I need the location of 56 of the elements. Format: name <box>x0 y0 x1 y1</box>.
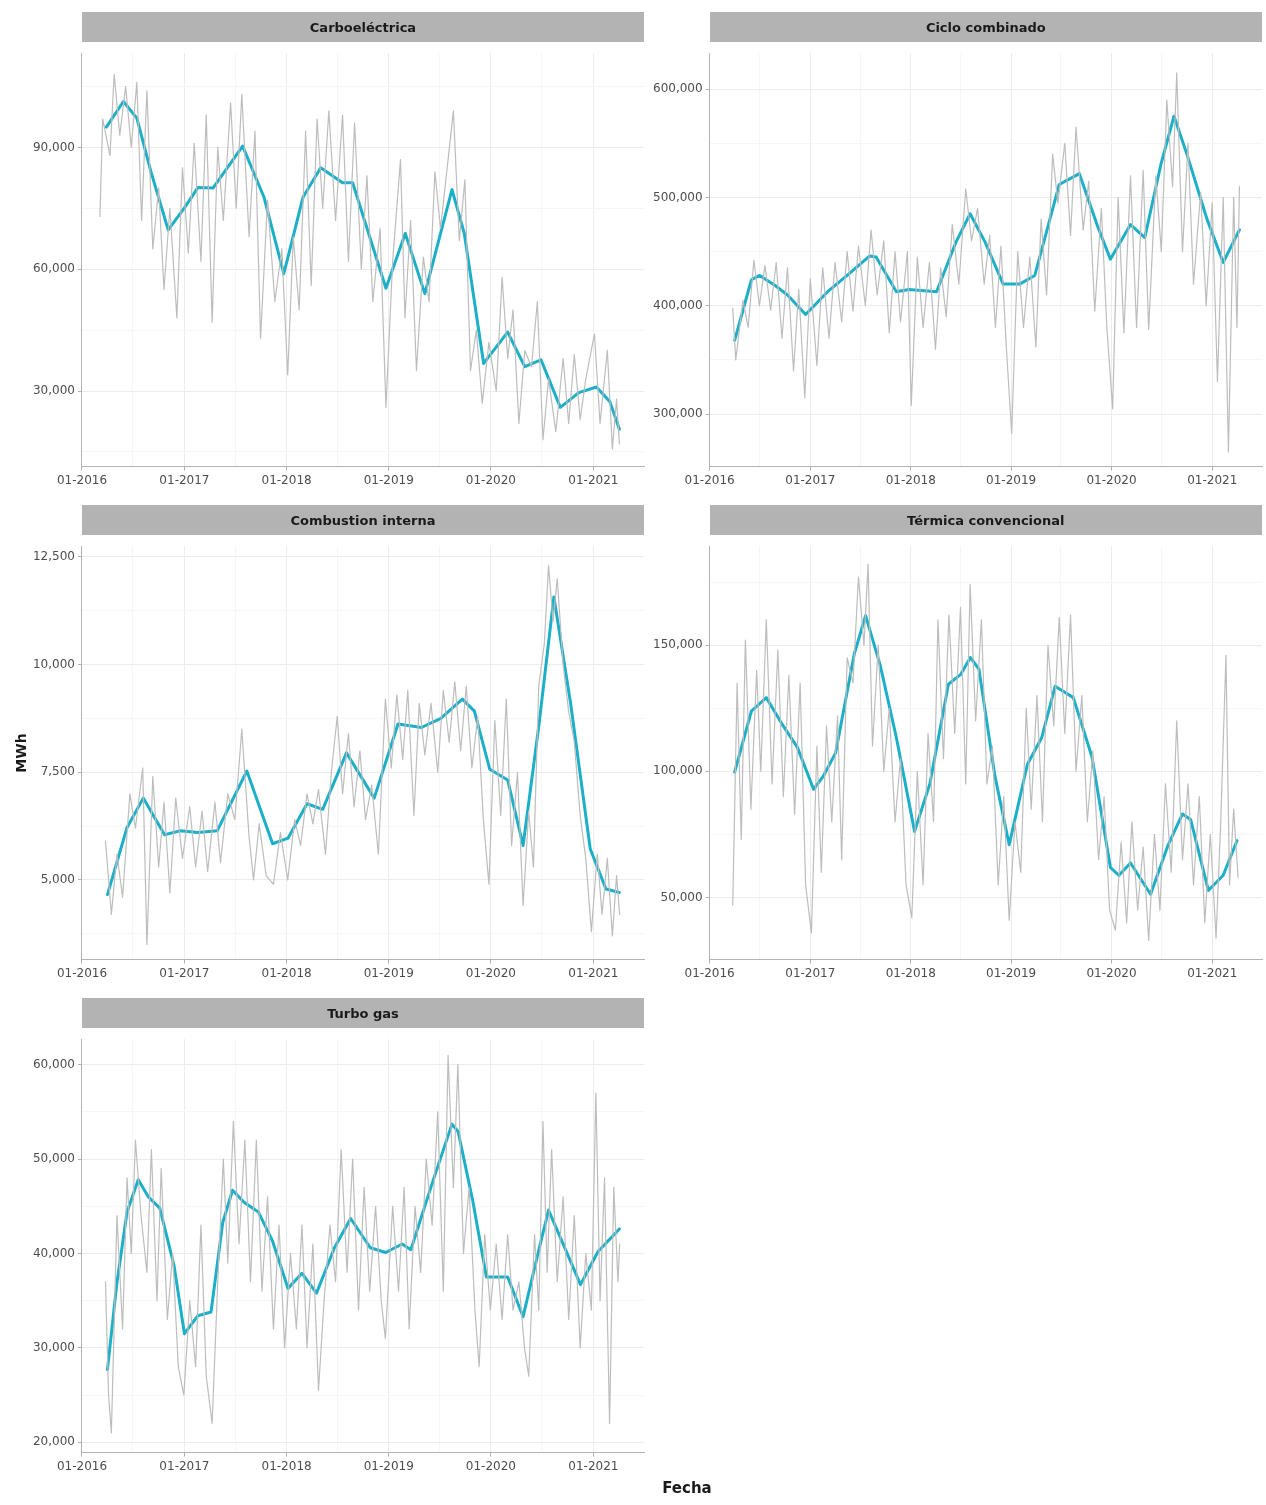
y-tick-label: 50,000 <box>660 889 703 904</box>
chart-title: Combustion interna <box>81 505 644 535</box>
y-tick-label: 7,500 <box>40 764 75 779</box>
x-tick-label: 01-2018 <box>885 472 936 487</box>
chart-title: Carboeléctrica <box>81 12 644 42</box>
x-tick-label: 01-2019 <box>986 472 1037 487</box>
x-tick-label: 01-2021 <box>1187 965 1238 980</box>
x-tick-label: 01-2018 <box>261 965 312 980</box>
x-tick-label: 01-2016 <box>56 472 108 487</box>
x-tick-label: 01-2016 <box>684 472 735 487</box>
y-tick-label: 600,000 <box>653 81 703 96</box>
y-tick-label: 10,000 <box>32 656 75 671</box>
x-tick-label: 01-2016 <box>56 965 108 980</box>
x-tick-label: 01-2020 <box>465 965 516 980</box>
y-tick-label: 20,000 <box>32 1434 75 1449</box>
x-tick-label: 01-2019 <box>363 965 414 980</box>
y-tick-label: 500,000 <box>653 189 703 204</box>
chart-title: Turbo gas <box>81 998 644 1028</box>
y-tick-label: 50,000 <box>32 1151 75 1166</box>
x-tick-label: 01-2021 <box>568 472 619 487</box>
x-tick-label: 01-2017 <box>159 1458 210 1473</box>
x-axis-title: Fecha <box>661 1479 713 1497</box>
x-tick-label: 01-2016 <box>684 965 735 980</box>
x-tick-label: 01-2018 <box>261 472 312 487</box>
y-tick-label: 60,000 <box>32 261 75 276</box>
y-tick-label: 150,000 <box>653 637 703 652</box>
x-tick-label: 01-2017 <box>159 965 210 980</box>
x-tick-label: 01-2019 <box>986 965 1037 980</box>
y-tick-label: 100,000 <box>653 763 703 778</box>
y-tick-label: 12,500 <box>32 549 75 564</box>
y-tick-label: 30,000 <box>32 1339 75 1354</box>
y-tick-label: 30,000 <box>32 383 75 398</box>
x-tick-label: 01-2021 <box>568 965 619 980</box>
x-tick-label: 01-2018 <box>261 1458 312 1473</box>
y-tick-label: 400,000 <box>653 297 703 312</box>
x-tick-label: 01-2019 <box>363 1458 414 1473</box>
x-tick-label: 01-2020 <box>1086 472 1137 487</box>
y-tick-label: 40,000 <box>32 1245 75 1260</box>
y-tick-label: 300,000 <box>653 406 703 421</box>
y-tick-label: 90,000 <box>32 139 75 154</box>
x-tick-label: 01-2019 <box>363 472 414 487</box>
x-tick-label: 01-2020 <box>465 1458 516 1473</box>
x-tick-label: 01-2020 <box>465 472 516 487</box>
x-tick-label: 01-2021 <box>1187 472 1238 487</box>
chart-title: Ciclo combinado <box>709 12 1262 42</box>
x-tick-label: 01-2016 <box>56 1458 108 1473</box>
y-tick-label: 5,000 <box>40 872 75 887</box>
x-tick-label: 01-2017 <box>785 965 836 980</box>
x-tick-label: 01-2018 <box>885 965 936 980</box>
y-axis-title: MWh <box>12 733 29 773</box>
x-tick-label: 01-2020 <box>1086 965 1137 980</box>
x-tick-label: 01-2017 <box>159 472 210 487</box>
x-tick-label: 01-2017 <box>785 472 836 487</box>
y-tick-label: 60,000 <box>32 1056 75 1071</box>
chart-title: Térmica convencional <box>709 505 1262 535</box>
x-tick-label: 01-2021 <box>568 1458 619 1473</box>
